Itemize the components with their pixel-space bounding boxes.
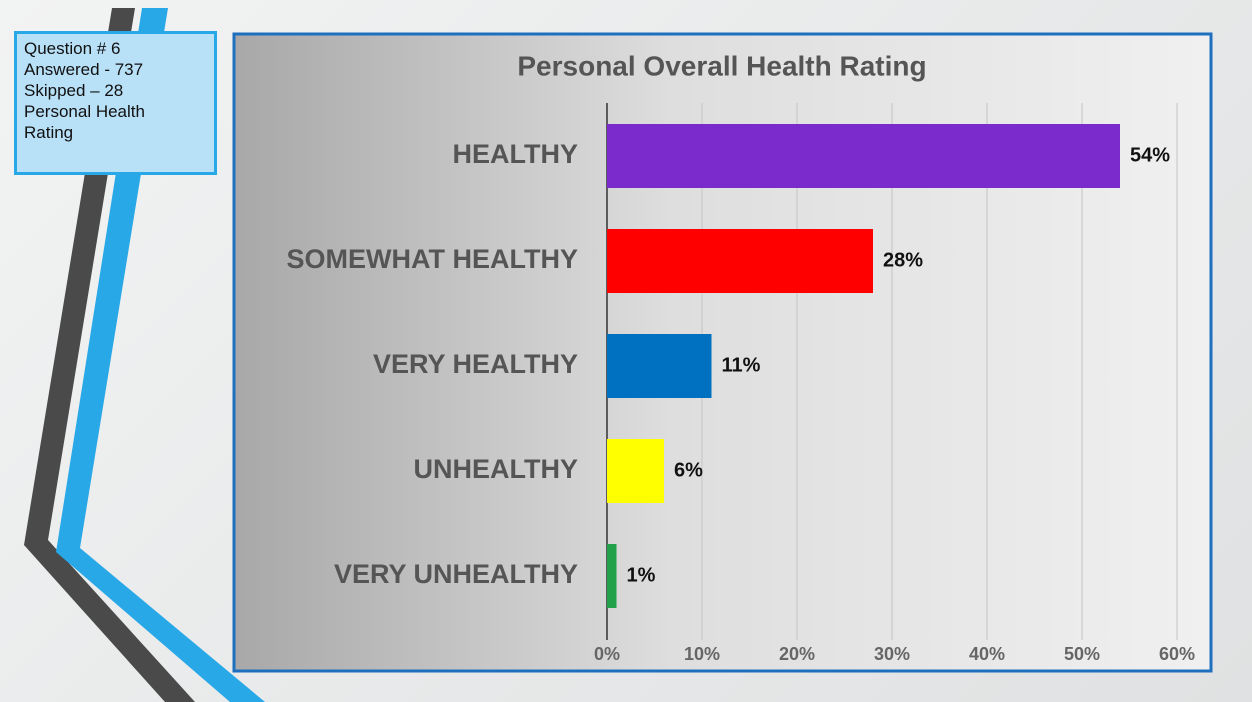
- bar: [607, 334, 712, 398]
- x-tick-label: 60%: [1159, 644, 1195, 664]
- info-line: Question # 6: [24, 39, 121, 58]
- info-box: Question # 6 Answered - 737 Skipped – 28 Pe…: [14, 31, 217, 175]
- y-tick-label: VERY UNHEALTHY: [334, 559, 578, 589]
- bar: [607, 229, 873, 293]
- value-label: 11%: [722, 354, 761, 376]
- x-tick-label: 0%: [594, 644, 620, 664]
- info-line: Personal Health Rating: [24, 102, 145, 142]
- value-label: 1%: [627, 564, 656, 586]
- info-line: Answered - 737: [24, 60, 144, 79]
- bar: [607, 124, 1120, 188]
- y-tick-label: VERY HEALTHY: [373, 349, 578, 379]
- value-label: 54%: [1130, 144, 1170, 166]
- x-tick-label: 50%: [1064, 644, 1100, 664]
- bar: [607, 439, 664, 503]
- info-line: Skipped – 28: [24, 81, 124, 100]
- decor-stripe: [56, 8, 265, 702]
- y-tick-label: SOMEWHAT HEALTHY: [287, 244, 578, 274]
- y-tick-label: UNHEALTHY: [414, 454, 579, 484]
- value-label: 6%: [674, 459, 703, 481]
- y-tick-label: HEALTHY: [453, 139, 579, 169]
- x-tick-label: 40%: [969, 644, 1005, 664]
- x-tick-label: 10%: [684, 644, 720, 664]
- x-tick-label: 20%: [779, 644, 815, 664]
- x-tick-label: 30%: [874, 644, 910, 664]
- bar: [607, 544, 617, 608]
- chart-title: Personal Overall Health Rating: [517, 50, 926, 81]
- value-label: 28%: [883, 249, 923, 271]
